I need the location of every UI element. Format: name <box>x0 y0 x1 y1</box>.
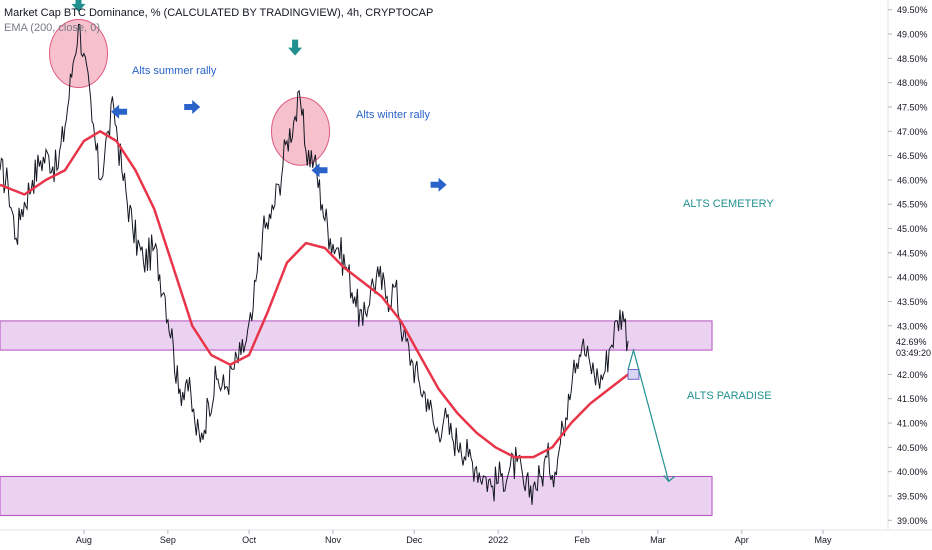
x-tick-label-1: Sep <box>160 535 176 545</box>
x-tick-label-0: Aug <box>76 535 92 545</box>
projection-arrowhead <box>663 474 676 483</box>
y-tick-label-8: 43.00% <box>897 321 928 331</box>
annotation-winter-rally: Alts winter rally <box>356 109 430 121</box>
chart-legend: Market Cap BTC Dominance, % (CALCULATED … <box>4 6 433 36</box>
direction-markers <box>71 0 447 192</box>
y-tick-label-1: 39.50% <box>897 491 928 501</box>
y-tick-label-0: 39.00% <box>897 516 928 526</box>
y-tick-label-9: 43.50% <box>897 297 928 307</box>
projection-arrow <box>627 347 676 483</box>
zone-lower <box>0 476 713 516</box>
y-tick-label-2: 40.00% <box>897 467 928 477</box>
annotation-alts-paradise: ALTS PARADISE <box>687 390 772 402</box>
projection-path <box>627 347 670 482</box>
y-tick-label-19: 48.50% <box>897 54 928 64</box>
down-arrow-1 <box>71 0 86 12</box>
price-series-line <box>0 23 629 505</box>
y-tick-label-18: 48.00% <box>897 78 928 88</box>
x-tick-label-9: May <box>815 535 833 545</box>
y-tick-label-6: 42.00% <box>897 370 928 380</box>
y-tick-label-5: 41.50% <box>897 394 928 404</box>
highlight-circles <box>49 18 331 166</box>
last-price-label: 42.69% 03:49:20 <box>889 335 932 359</box>
y-tick-label-17: 47.50% <box>897 102 928 112</box>
y-tick-label-12: 45.00% <box>897 224 928 234</box>
y-tick-label-14: 46.00% <box>897 175 928 185</box>
annotation-alts-cemetery: ALTS CEMETERY <box>683 198 774 210</box>
last-price-value: 42.69% <box>896 337 927 347</box>
x-tick-label-7: Mar <box>650 535 666 545</box>
x-tick-label-6: Feb <box>574 535 590 545</box>
time-axis[interactable]: Aug Sep Oct Nov Dec 2022 Feb Mar Apr May <box>76 530 832 545</box>
ema-200-line <box>0 130 629 459</box>
right-arrow-2 <box>430 177 447 192</box>
legend-title: Market Cap BTC Dominance, % (CALCULATED … <box>4 7 434 19</box>
x-tick-label-2: Oct <box>242 535 257 545</box>
y-tick-label-15: 46.50% <box>897 151 928 161</box>
y-tick-label-13: 45.50% <box>897 200 928 210</box>
x-tick-label-5: 2022 <box>488 535 508 545</box>
y-tick-label-4: 41.00% <box>897 419 928 429</box>
legend-indicator: EMA (200, close, 0) <box>4 22 100 34</box>
projection-box <box>627 369 640 380</box>
left-arrow-2 <box>311 163 328 178</box>
x-tick-label-3: Nov <box>325 535 342 545</box>
support-resistance-zones <box>0 320 713 516</box>
bar-countdown: 03:49:20 <box>896 348 931 358</box>
y-tick-label-10: 44.00% <box>897 273 928 283</box>
y-tick-label-16: 47.00% <box>897 127 928 137</box>
y-tick-label-3: 40.50% <box>897 443 928 453</box>
y-tick-label-21: 49.50% <box>897 5 928 15</box>
circle-winter_top <box>271 96 331 166</box>
zone-upper <box>0 320 713 351</box>
x-tick-label-8: Apr <box>735 535 749 545</box>
down-arrow-2 <box>288 39 303 56</box>
y-tick-label-20: 49.00% <box>897 30 928 40</box>
left-arrow-1 <box>111 104 128 119</box>
y-tick-label-11: 44.50% <box>897 248 928 258</box>
circle-summer_top <box>49 18 109 88</box>
x-tick-label-4: Dec <box>406 535 423 545</box>
annotation-summer-rally: Alts summer rally <box>132 65 217 77</box>
chart-series <box>0 23 629 505</box>
price-axis[interactable]: 39.00% 39.50% 40.00% 40.50% 41.00% 41.50% 42.0… <box>888 5 928 526</box>
right-arrow-1 <box>184 100 201 114</box>
